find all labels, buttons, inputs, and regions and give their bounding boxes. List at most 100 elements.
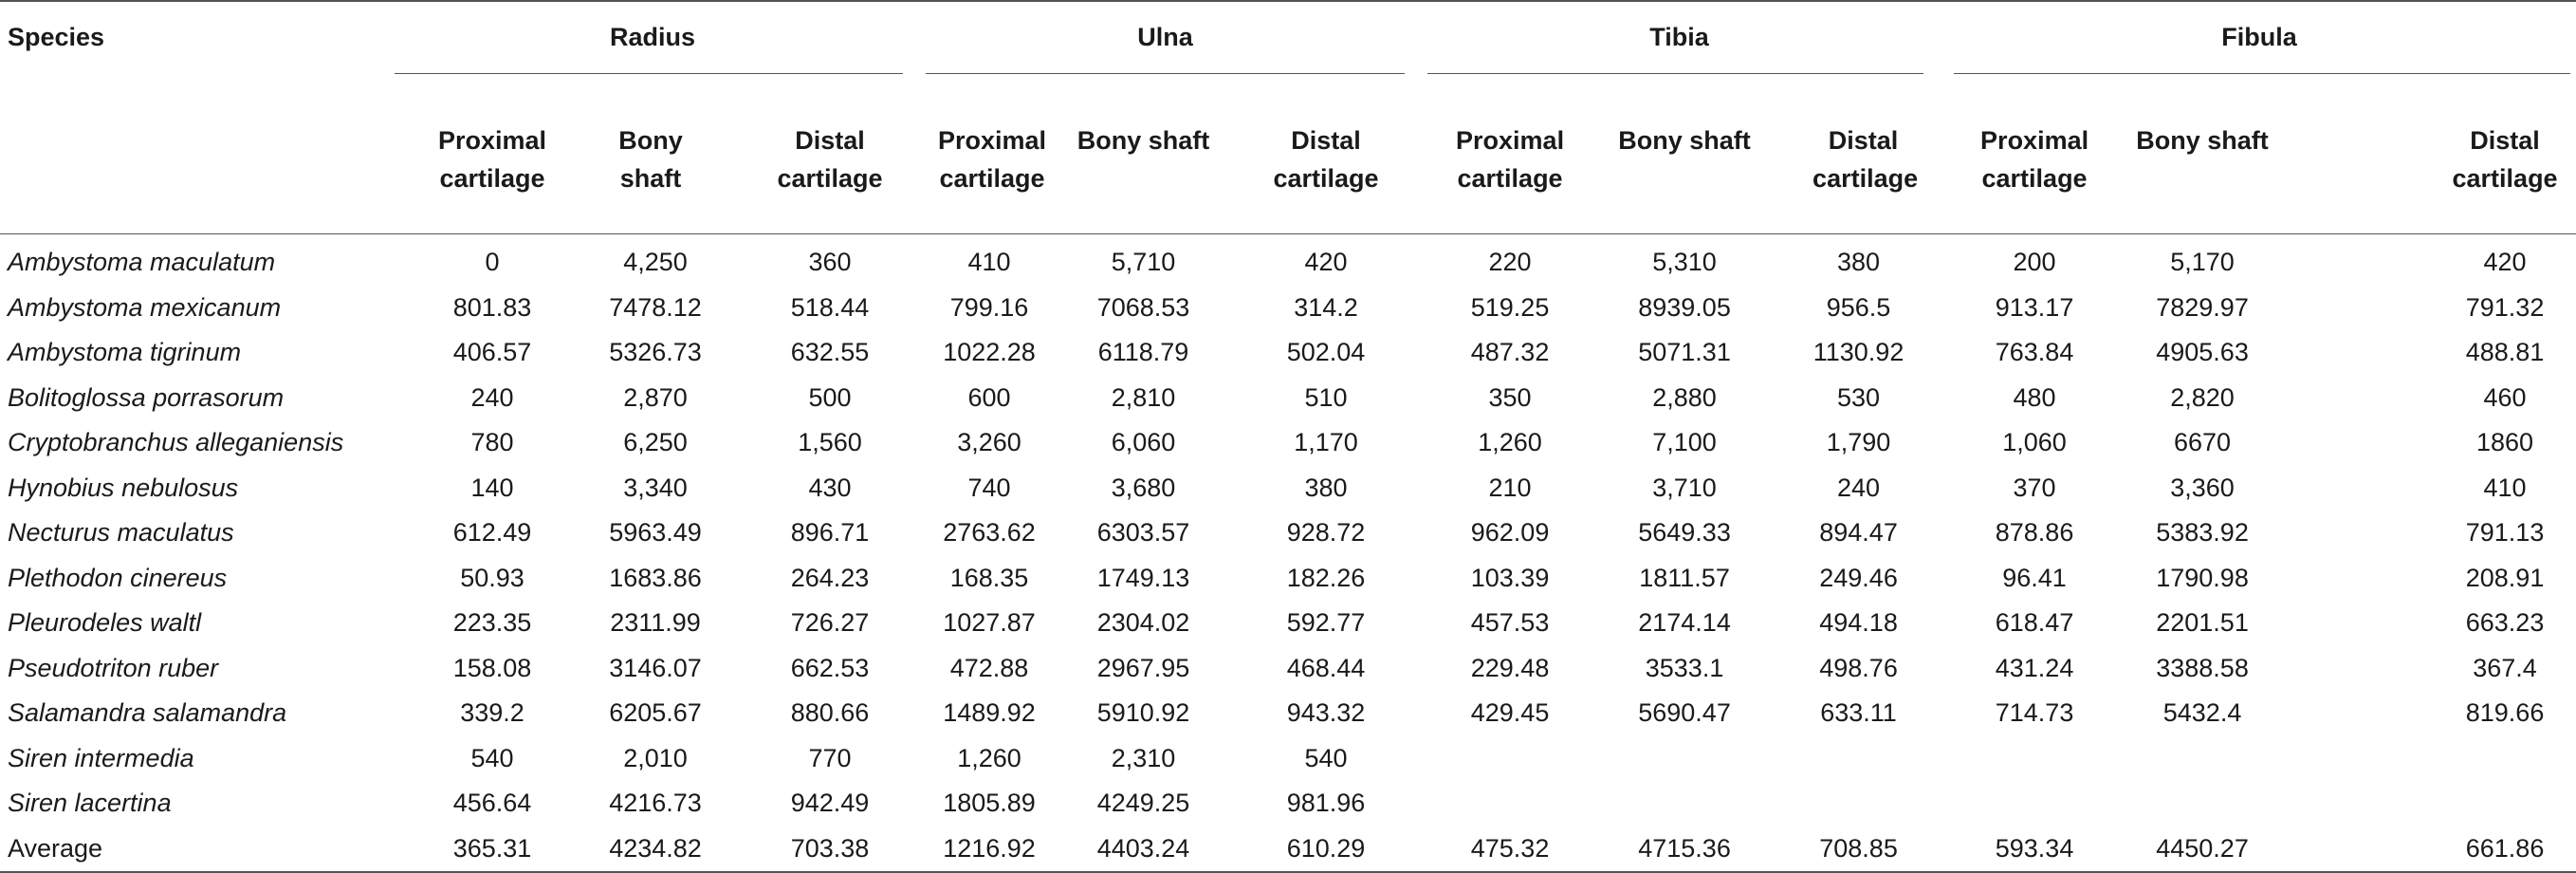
value-cell: 632.55 [790, 338, 870, 367]
value-cell: 50.93 [460, 563, 524, 592]
value-cell: 498.76 [1819, 653, 1898, 682]
subheader-ulna-proximal: Proximal cartilage [914, 99, 1061, 234]
table-row: Necturus maculatus 612.49 5963.49 896.71 276… [0, 511, 2576, 556]
value-cell [2297, 781, 2576, 827]
value-cell: 3533.1 [1645, 653, 1724, 682]
value-cell: 5649.33 [1638, 518, 1731, 548]
value-cell: 2,880 [1652, 382, 1717, 412]
value-cell: 456.64 [452, 789, 532, 818]
value-cell: 420 [1304, 248, 1348, 277]
value-cell: 4905.63 [2156, 338, 2249, 367]
value-cell: 1790.98 [2156, 563, 2249, 592]
table-row: Salamandra salamandra 339.2 6205.67 880.66 1… [0, 691, 2576, 736]
value-cell: 518.44 [790, 292, 870, 322]
value-cell: 791.13 [2465, 518, 2545, 548]
value-cell: 612.49 [452, 518, 532, 548]
value-cell: 3,340 [623, 473, 688, 502]
value-cell [2107, 781, 2297, 827]
value-cell: 510 [1304, 382, 1348, 412]
value-cell: 708.85 [1775, 826, 1943, 873]
value-cell: 431.24 [1995, 653, 2074, 682]
value-cell: 460 [2483, 382, 2527, 412]
table-row: Cryptobranchus alleganiensis 780 6,250 1,56… [0, 420, 2576, 466]
value-cell: 1216.92 [914, 826, 1061, 873]
subheader-radius-shaft: Bony shaft [575, 99, 727, 234]
table-row: Pseudotriton ruber 158.08 3146.07 662.53 472… [0, 646, 2576, 692]
group-header-tibia: Tibia [1416, 0, 1943, 99]
table-row: Pleurodeles waltl 223.35 2311.99 726.27 1027… [0, 601, 2576, 646]
value-cell [2107, 736, 2297, 782]
value-cell [1416, 736, 1594, 782]
value-cell: 240 [470, 382, 514, 412]
value-cell: 896.71 [790, 518, 870, 548]
value-cell: 4216.73 [609, 789, 702, 818]
species-cell: Necturus maculatus [8, 518, 234, 548]
value-cell: 380 [1837, 248, 1881, 277]
value-cell: 7068.53 [1096, 292, 1190, 322]
subheader-tibia-distal: Distal cartilage [1775, 99, 1943, 234]
value-cell: 2201.51 [2156, 608, 2249, 638]
value-cell: 5690.47 [1638, 698, 1731, 728]
value-cell: 264.23 [790, 563, 870, 592]
value-cell: 819.66 [2465, 698, 2545, 728]
value-cell: 703.38 [727, 826, 915, 873]
value-cell: 6670 [2174, 428, 2232, 457]
value-cell: 1811.57 [1639, 563, 1730, 592]
value-cell: 229.48 [1470, 653, 1550, 682]
value-cell: 2,810 [1111, 382, 1176, 412]
value-cell: 3,260 [957, 428, 1021, 457]
value-cell: 1,790 [1826, 428, 1891, 457]
value-cell: 7478.12 [609, 292, 702, 322]
value-cell: 5,710 [1111, 248, 1176, 277]
value-cell: 894.47 [1819, 518, 1898, 548]
value-cell: 962.09 [1470, 518, 1550, 548]
value-cell: 540 [1304, 743, 1348, 772]
subheader-tibia-proximal: Proximal cartilage [1416, 99, 1595, 234]
table-row: Plethodon cinereus 50.93 1683.86 264.23 168.… [0, 556, 2576, 602]
value-cell: 472.88 [949, 653, 1029, 682]
value-cell: 182.26 [1286, 563, 1366, 592]
value-cell: 208.91 [2465, 563, 2545, 592]
subheader-ulna-shaft: Bony shaft [1060, 99, 1227, 234]
value-cell: 5963.49 [609, 518, 702, 548]
value-cell: 928.72 [1286, 518, 1366, 548]
value-cell: 5071.31 [1638, 338, 1731, 367]
value-cell: 593.34 [1942, 826, 2108, 873]
value-cell: 2,010 [623, 743, 688, 772]
value-cell: 365.31 [391, 826, 575, 873]
value-cell: 4249.25 [1096, 789, 1190, 818]
value-cell: 600 [967, 382, 1011, 412]
value-cell: 430 [808, 473, 852, 502]
value-cell: 5432.4 [2162, 698, 2242, 728]
value-cell: 380 [1304, 473, 1348, 502]
value-cell: 943.32 [1286, 698, 1366, 728]
value-cell: 488.81 [2465, 338, 2545, 367]
value-cell: 1,260 [957, 743, 1021, 772]
value-cell: 7,100 [1652, 428, 1717, 457]
value-cell: 223.35 [452, 608, 532, 638]
value-cell: 6303.57 [1096, 518, 1190, 548]
value-cell: 5,310 [1652, 248, 1717, 277]
value-cell: 480 [2013, 382, 2056, 412]
subheader-tibia-shaft: Bony shaft [1594, 99, 1776, 234]
value-cell: 6,060 [1111, 428, 1176, 457]
value-cell: 2,310 [1111, 743, 1176, 772]
value-cell: 410 [2483, 473, 2527, 502]
value-cell: 0 [485, 248, 500, 277]
value-cell: 5910.92 [1096, 698, 1190, 728]
value-cell: 168.35 [949, 563, 1029, 592]
value-cell: 2763.62 [943, 518, 1036, 548]
value-cell: 519.25 [1470, 292, 1550, 322]
value-cell: 339.2 [460, 698, 524, 728]
value-cell: 801.83 [452, 292, 532, 322]
value-cell: 3,360 [2170, 473, 2235, 502]
value-cell: 878.86 [1995, 518, 2074, 548]
table-body: Ambystoma maculatum 0 4,250 360 410 5,710 420 2… [0, 234, 2576, 873]
value-cell: 3146.07 [609, 653, 702, 682]
species-cell: Ambystoma maculatum [8, 248, 276, 277]
subheader-fibula-shaft: Bony shaft [2107, 99, 2298, 234]
value-cell: 633.11 [1820, 698, 1897, 728]
value-cell: 770 [808, 743, 852, 772]
